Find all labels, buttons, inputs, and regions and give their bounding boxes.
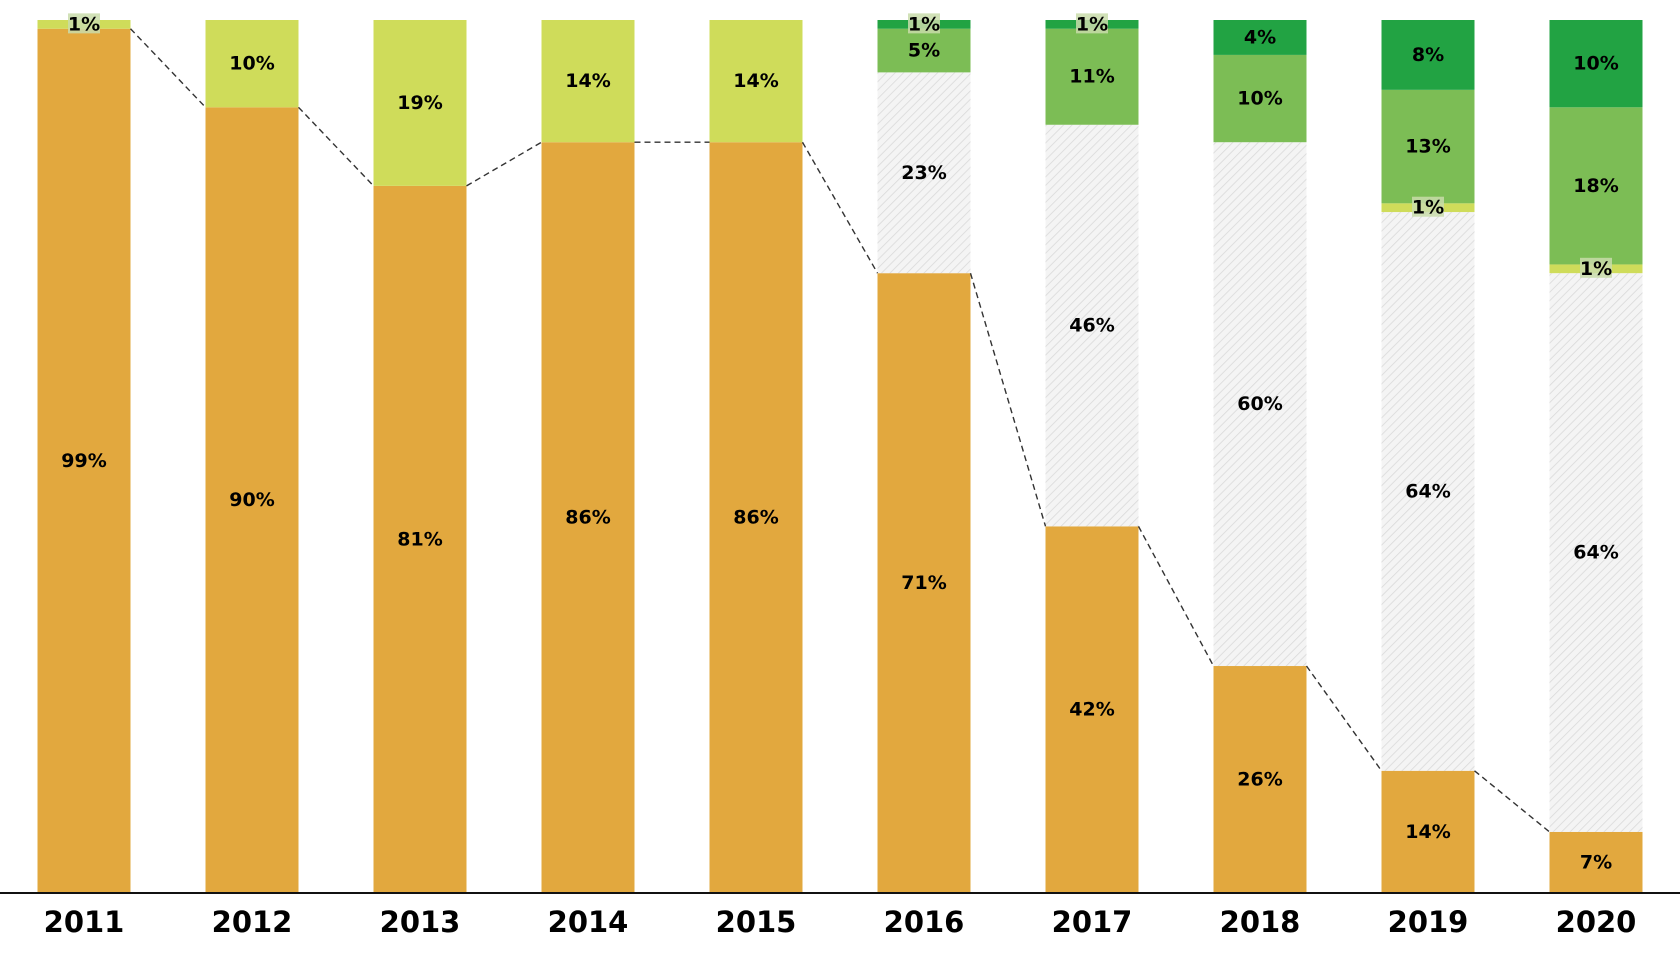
bar-segment-2020-s4 (1549, 107, 1643, 265)
bar-segment-2014-s3 (541, 20, 635, 143)
x-tick-label-2013: 2013 (380, 905, 461, 939)
connector-line-2019-2020 (1474, 770, 1550, 833)
x-tick-label-2011: 2011 (44, 905, 125, 939)
bar-segment-2011-s1 (37, 28, 131, 894)
data-label-2018-s4: 10% (1237, 88, 1282, 110)
connector-line-2018-2019 (1305, 665, 1383, 772)
bar-segment-2012-s3 (205, 20, 299, 108)
x-tick-label-2017: 2017 (1052, 905, 1133, 939)
connector-line-2015-2016 (801, 141, 879, 274)
bar-segment-2014-s1 (541, 142, 635, 894)
connector-line-2016-2017 (969, 272, 1047, 527)
bar-segment-2019-s4 (1381, 89, 1475, 204)
bar-segment-2018-s2 (1213, 142, 1307, 667)
bar-segment-2018-s1 (1213, 666, 1307, 893)
x-tick-label-2012: 2012 (212, 905, 293, 939)
bar-segment-2013-s1 (373, 185, 467, 893)
connector-layer (129, 28, 1550, 833)
data-label-2015-s3: 14% (733, 70, 778, 92)
data-label-2018-s5: 4% (1244, 26, 1276, 48)
x-tick-label-2020: 2020 (1556, 905, 1637, 939)
data-label-2018-s2: 60% (1237, 393, 1282, 415)
bar-segment-2019-s1 (1381, 770, 1475, 893)
bar-segment-2017-s4 (1045, 28, 1139, 125)
bar-segment-2019-s5 (1381, 20, 1475, 90)
bar-segment-2020-s2 (1549, 273, 1643, 832)
bar-segment-2016-s1 (877, 273, 971, 893)
data-label-2019-s2: 64% (1405, 480, 1450, 502)
bar-segment-2016-s4 (877, 28, 971, 73)
data-label-2020-s5: 10% (1573, 53, 1618, 75)
data-label-2014-s3: 14% (565, 70, 610, 92)
data-label-2016-s1: 71% (901, 572, 946, 594)
data-label-2016-s2: 23% (901, 162, 946, 184)
connector-line-2011-2012 (129, 28, 207, 108)
data-label-2016-s4: 5% (908, 40, 940, 62)
data-label-2019-s4: 13% (1405, 136, 1450, 158)
data-label-2017-s5: 1% (1076, 13, 1108, 35)
data-label-2015-s1: 86% (733, 507, 778, 529)
x-tick-label-2015: 2015 (716, 905, 797, 939)
bars-layer (37, 20, 1643, 894)
data-label-2014-s1: 86% (565, 507, 610, 529)
data-label-2019-s5: 8% (1412, 44, 1444, 66)
data-label-2017-s4: 11% (1069, 66, 1114, 88)
bar-segment-2015-s1 (709, 142, 803, 894)
data-label-bg-2017-s5 (1076, 13, 1108, 34)
connector-line-2013-2014 (466, 141, 542, 187)
x-tick-label-2014: 2014 (548, 905, 629, 939)
data-label-2017-s1: 42% (1069, 699, 1114, 721)
data-label-bg-2020-s3 (1580, 257, 1612, 278)
data-label-2018-s1: 26% (1237, 769, 1282, 791)
data-label-bg-2011-s3 (68, 13, 100, 34)
data-label-2020-s2: 64% (1573, 542, 1618, 564)
data-label-bg-2016-s5 (908, 13, 940, 34)
data-label-2011-s1: 99% (61, 450, 106, 472)
connector-line-2017-2018 (1137, 526, 1215, 667)
bar-segment-2019-s2 (1381, 212, 1475, 771)
labels-layer: 99% 1% 90% 10% 81% 19% 86% 14% 86% 14% 71% 23% 5% 1% 4… (61, 13, 1619, 873)
connector-line-2012-2013 (297, 106, 375, 187)
bar-segment-2020-s5 (1549, 20, 1643, 108)
x-axis-labels: 2011 2012 2013 2014 2015 2016 2017 2018 2019 2020 (44, 905, 1637, 939)
bar-segment-2018-s5 (1213, 20, 1307, 55)
data-label-2011-s3: 1% (68, 13, 100, 35)
bar-segment-2015-s3 (709, 20, 803, 143)
data-label-2013-s3: 19% (397, 92, 442, 114)
bar-segment-2017-s1 (1045, 526, 1139, 893)
data-label-2020-s1: 7% (1580, 851, 1612, 873)
bar-segment-2017-s2 (1045, 124, 1139, 527)
data-label-bg-2019-s3 (1412, 196, 1444, 217)
data-label-2012-s1: 90% (229, 489, 274, 511)
bar-segment-2013-s3 (373, 20, 467, 186)
x-tick-label-2016: 2016 (884, 905, 965, 939)
x-tick-label-2018: 2018 (1220, 905, 1301, 939)
data-label-2012-s3: 10% (229, 53, 274, 75)
data-label-2016-s5: 1% (908, 13, 940, 35)
bar-segment-2016-s2 (877, 72, 971, 274)
data-label-2020-s4: 18% (1573, 175, 1618, 197)
data-label-2013-s1: 81% (397, 528, 442, 550)
bar-segment-2018-s4 (1213, 54, 1307, 143)
bar-segment-2020-s1 (1549, 831, 1643, 893)
data-label-2019-s1: 14% (1405, 821, 1450, 843)
data-label-2019-s3: 1% (1412, 197, 1444, 219)
bar-segment-2012-s1 (205, 107, 299, 894)
x-tick-label-2019: 2019 (1388, 905, 1469, 939)
data-label-2020-s3: 1% (1580, 258, 1612, 280)
data-label-2017-s2: 46% (1069, 315, 1114, 337)
